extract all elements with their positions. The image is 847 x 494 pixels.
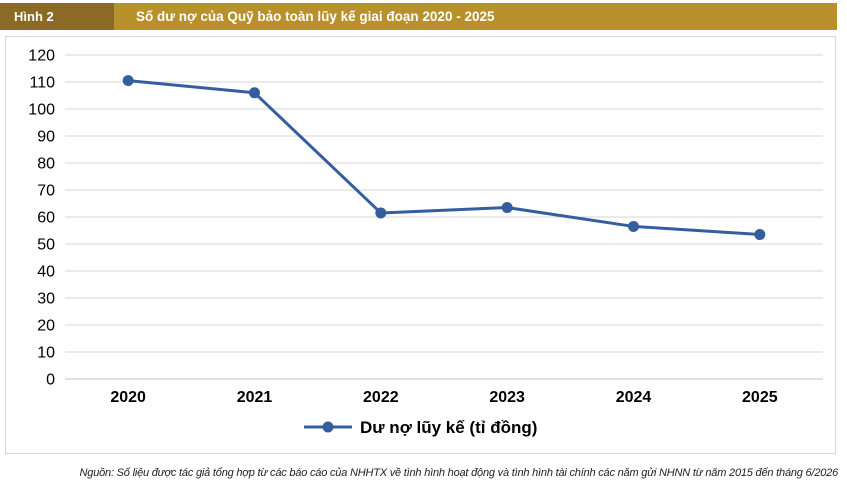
x-tick-label: 2025 <box>742 389 778 406</box>
y-tick-label: 70 <box>37 183 55 200</box>
chart-frame: 0 10 20 30 40 50 60 70 80 90 100 110 120 2020 2021 2022… <box>5 36 836 454</box>
legend-label: Dư nợ lũy kế (tỉ đồng) <box>360 418 537 437</box>
y-tick-label: 110 <box>29 75 55 92</box>
series-line <box>128 79 760 237</box>
data-point <box>375 207 387 219</box>
y-tick-label: 10 <box>37 345 55 362</box>
data-point <box>122 75 134 87</box>
figure-label: Hình 2 <box>0 3 114 30</box>
x-tick-label: 2022 <box>363 389 399 406</box>
y-tick-label: 120 <box>28 48 55 65</box>
y-tick-label: 90 <box>37 129 55 146</box>
x-tick-label: 2021 <box>237 389 273 406</box>
figure-header-bar: Hình 2 Số dư nợ của Quỹ bảo toàn lũy kế … <box>0 3 837 30</box>
data-point <box>249 87 260 99</box>
y-tick-label: 100 <box>28 102 55 119</box>
line-chart: 0 10 20 30 40 50 60 70 80 90 100 110 120 2020 2021 2022… <box>28 48 823 437</box>
data-point <box>628 220 639 232</box>
y-tick-label: 80 <box>37 156 55 173</box>
figure-title: Số dư nợ của Quỹ bảo toàn lũy kế giai đo… <box>136 9 495 24</box>
legend-marker <box>322 421 334 433</box>
y-tick-label: 0 <box>46 372 55 389</box>
data-point <box>754 229 766 241</box>
data-point <box>501 202 513 214</box>
y-tick-label: 30 <box>37 291 55 308</box>
x-tick-label: 2024 <box>616 389 652 406</box>
y-tick-label: 20 <box>37 318 55 335</box>
x-tick-label: 2020 <box>110 389 146 406</box>
x-tick-label: 2023 <box>489 389 525 406</box>
source-note: Nguồn: Số liệu được tác giả tổng hợp từ … <box>79 467 839 479</box>
y-tick-label: 40 <box>37 264 55 281</box>
y-tick-label: 60 <box>37 210 55 227</box>
y-tick-label: 50 <box>37 237 55 254</box>
